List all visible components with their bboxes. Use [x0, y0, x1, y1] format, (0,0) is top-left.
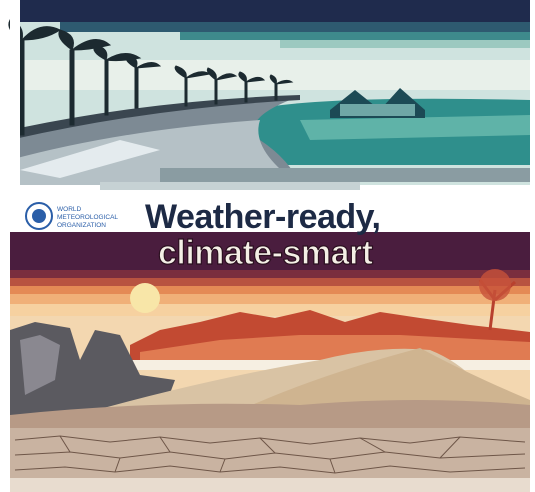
title-line: Weather-ready, [145, 198, 381, 236]
logo-text: WORLD [57, 206, 82, 213]
desert-scene [10, 269, 530, 492]
title-line: climate-smart [158, 234, 373, 272]
storm-scene [9, 0, 530, 185]
logo-text: ORGANIZATION [57, 222, 106, 229]
poster: WORLD METEOROLOGICAL ORGANIZATION Weathe… [0, 0, 535, 492]
logo-text: METEOROLOGICAL [57, 214, 118, 221]
